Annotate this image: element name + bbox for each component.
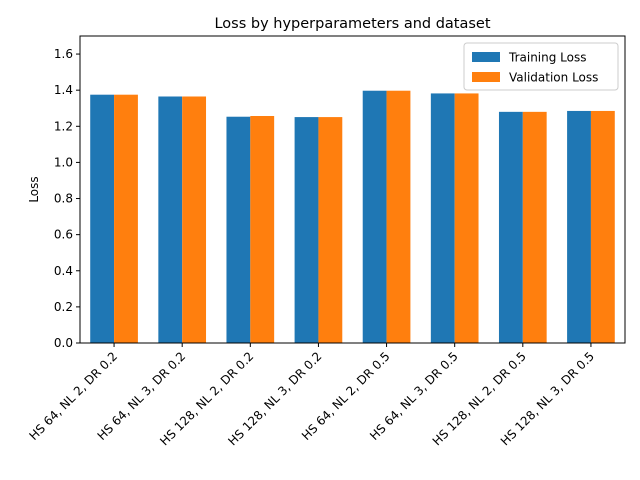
bar-training: [90, 94, 115, 343]
y-tick-label: 1.2: [54, 119, 73, 133]
y-tick-label: 0.8: [54, 192, 73, 206]
legend: Training Loss Validation Loss: [463, 42, 619, 91]
bar-training: [294, 117, 319, 344]
bars-group: [90, 90, 615, 344]
y-tick-label: 0.4: [54, 264, 73, 278]
bar-training: [362, 90, 387, 344]
bar-validation: [114, 94, 138, 343]
legend-swatch: [472, 72, 500, 82]
y-tick-label: 0.6: [54, 228, 73, 242]
bar-training: [430, 93, 455, 343]
legend-label: Validation Loss: [509, 71, 598, 85]
bar-validation: [318, 117, 343, 344]
bar-training: [226, 116, 251, 344]
bar-training: [498, 111, 523, 343]
y-tick-label: 1.0: [54, 155, 73, 169]
bar-validation: [590, 110, 615, 343]
legend-swatch: [472, 52, 500, 62]
y-tick-label: 0.0: [54, 336, 73, 350]
y-tick-label: 1.6: [54, 47, 73, 61]
bar-training: [158, 96, 183, 343]
y-axis-label: Loss: [27, 176, 41, 202]
y-tick-label: 0.2: [54, 300, 73, 314]
bar-validation: [454, 93, 479, 343]
y-ticks-group: 0.0 0.2 0.4 0.6 0.8 1.0 1.2 1.4 1.6: [54, 47, 80, 350]
legend-box: [463, 42, 619, 91]
bar-validation: [386, 90, 411, 344]
bar-validation: [522, 111, 547, 343]
y-tick-label: 1.4: [54, 83, 73, 97]
bar-validation: [250, 116, 275, 344]
chart-title: Loss by hyperparameters and dataset: [214, 16, 490, 32]
bar-training: [567, 110, 591, 343]
x-ticks-group: HS 64, NL 2, DR 0.2HS 64, NL 3, DR 0.2HS…: [26, 343, 597, 448]
legend-label: Training Loss: [508, 51, 586, 65]
bar-validation: [182, 96, 207, 343]
plot-frame: [79, 35, 626, 344]
